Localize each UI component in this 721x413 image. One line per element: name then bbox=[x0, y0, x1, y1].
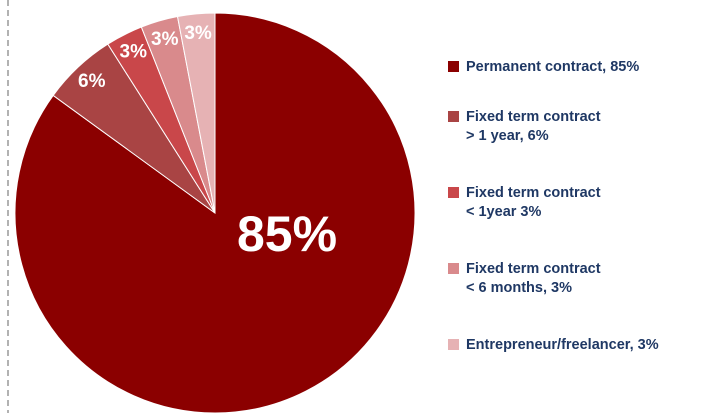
data-label: 3% bbox=[120, 42, 148, 63]
legend-label: Permanent contract, 85% bbox=[466, 59, 640, 75]
data-label: 3% bbox=[184, 23, 212, 44]
data-label: 85% bbox=[237, 206, 337, 262]
legend-label: Fixed term contract < 1year 3% bbox=[466, 185, 601, 220]
legend-swatch bbox=[448, 61, 459, 72]
pie-slice bbox=[176, 12, 216, 214]
legend-item: Fixed term contract > 1 year, 6% bbox=[448, 108, 601, 146]
data-label: 3% bbox=[151, 29, 179, 50]
legend-label: Entrepreneur/freelancer, 3% bbox=[466, 337, 659, 353]
legend-swatch bbox=[448, 339, 459, 350]
legend-item: Fixed term contract < 6 months, 3% bbox=[448, 260, 601, 298]
legend-swatch bbox=[448, 111, 459, 122]
legend-label: Fixed term contract < 6 months, 3% bbox=[466, 261, 601, 296]
legend-item: Fixed term contract < 1year 3% bbox=[448, 184, 601, 222]
legend-item: Entrepreneur/freelancer, 3% bbox=[448, 336, 659, 355]
legend-label: Fixed term contract > 1 year, 6% bbox=[466, 109, 601, 144]
legend-swatch bbox=[448, 263, 459, 274]
legend-swatch bbox=[448, 187, 459, 198]
data-label: 6% bbox=[78, 71, 106, 92]
legend-item: Permanent contract, 85% bbox=[448, 58, 639, 77]
